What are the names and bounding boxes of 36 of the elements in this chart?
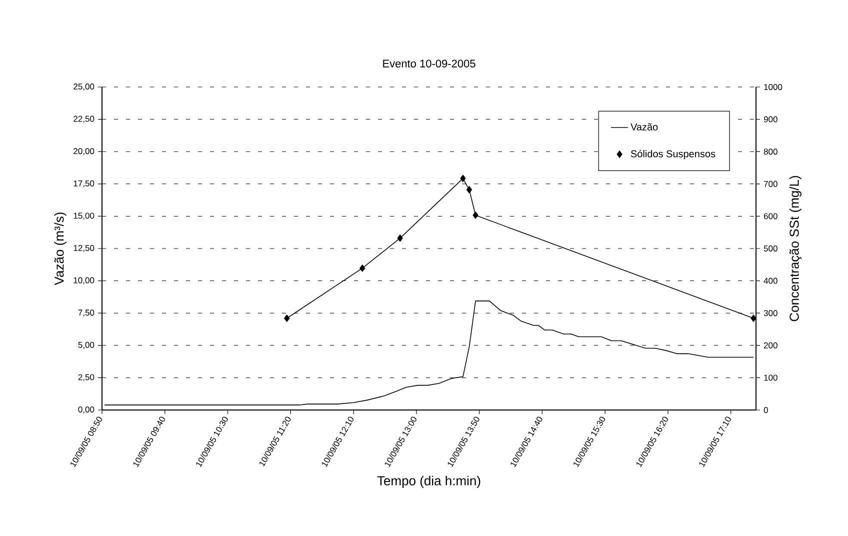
point (460, 174, 466, 182)
point (360, 264, 366, 272)
y2-tick-label: 500 (764, 245, 778, 252)
chart-title: Evento 10-09-2005 (383, 60, 476, 68)
y2-tick-label: 400 (764, 278, 778, 284)
legend-label: Vazão (630, 123, 658, 130)
y-tick-label: 15,00 (74, 212, 94, 220)
point (466, 186, 472, 194)
y-tick-label: 10,00 (74, 277, 94, 284)
line-series (104, 300, 754, 406)
point (750, 314, 756, 322)
y-tick-label: 0,00 (78, 406, 94, 414)
y-tick-label: 25,00 (74, 83, 94, 91)
y-axis-title: Vazão (m³/s) (54, 212, 66, 286)
y2-tick-label: 700 (764, 180, 778, 187)
y2-axis-title: Concentração SSt (mg/L) (789, 176, 802, 322)
y2-tick-label: 0 (764, 406, 768, 413)
y-tick-label: 7,50 (78, 310, 94, 317)
y2-tick-label: 200 (764, 342, 778, 348)
y2-tick-label: 600 (764, 213, 778, 220)
y2-tick-label: 1000 (764, 84, 782, 90)
y-tick-label: 22,50 (74, 116, 94, 123)
y-tick-label: 17,50 (74, 180, 94, 188)
y-tick-label: 12,50 (74, 244, 94, 252)
point (284, 314, 290, 322)
y2-tick-label: 100 (764, 374, 778, 381)
y2-tick-label: 800 (764, 148, 778, 155)
y2-tick-label: 300 (764, 310, 778, 316)
y-tick-label: 2,50 (78, 374, 94, 382)
x-axis-title: Tempo (dia h:min) (377, 476, 480, 488)
legend-label: Sólidos Suspensos (630, 150, 716, 160)
y-tick-label: 5,00 (78, 342, 94, 349)
point (472, 212, 478, 219)
y-tick-label: 20,00 (74, 148, 94, 156)
y2-tick-label: 900 (764, 116, 778, 122)
point (397, 234, 403, 242)
